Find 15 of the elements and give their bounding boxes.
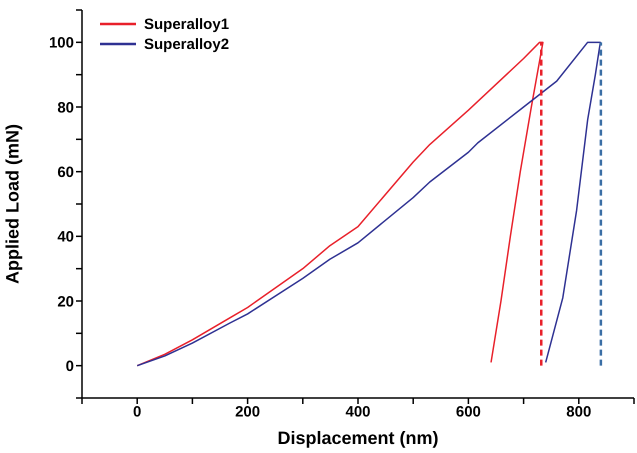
x-axis-title: Displacement (nm)	[277, 428, 439, 448]
legend-label: Superalloy1	[144, 16, 230, 32]
y-tick-label: 100	[48, 34, 74, 52]
x-tick-label: 800	[566, 404, 592, 421]
legend-label: Superalloy2	[144, 36, 230, 52]
y-tick-label: 40	[57, 228, 74, 246]
y-tick-label: 60	[57, 164, 74, 181]
x-tick-label: 0	[133, 404, 142, 421]
x-tick-label: 200	[235, 404, 260, 421]
y-tick-label: 0	[66, 358, 74, 375]
y-tick-label: 20	[57, 293, 74, 310]
x-tick-label: 600	[456, 404, 481, 421]
y-axis-title: Applied Load (mN)	[2, 124, 22, 284]
y-tick-label: 80	[57, 99, 74, 116]
x-tick-label: 400	[345, 404, 371, 421]
